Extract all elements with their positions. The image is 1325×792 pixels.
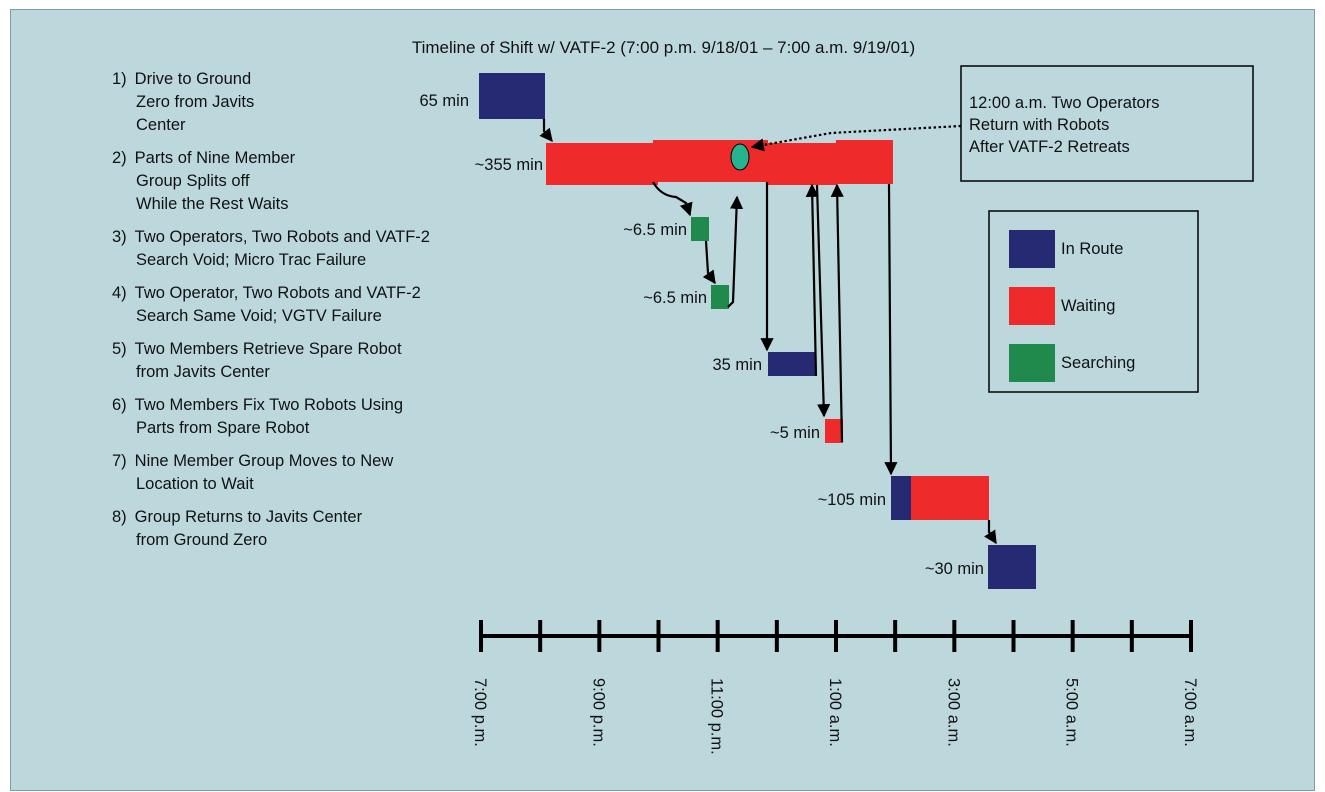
step-text-line: Drive to Ground — [134, 70, 252, 88]
legend-label-in-route: In Route — [1061, 240, 1123, 258]
bar-8-in-route — [988, 545, 1036, 589]
axis-tick-label: 3:00 a.m. — [944, 678, 962, 747]
step-text-line: Search Void; Micro Trac Failure — [136, 251, 367, 269]
duration-label: ~6.5 min — [623, 221, 687, 239]
bar-2-waiting-b — [653, 140, 768, 182]
flow-arrow — [830, 183, 844, 443]
step-text-line: Zero from Javits — [136, 93, 255, 111]
legend-label-searching: Searching — [1061, 354, 1135, 372]
return-marker-ellipse — [730, 143, 750, 171]
diagram-title: Timeline of Shift w/ VATF-2 (7:00 p.m. 9… — [411, 38, 916, 57]
step-text-line: Location to Wait — [136, 475, 254, 493]
step-text-line: Group Splits off — [136, 172, 250, 190]
step-text-line: Two Operators, Two Robots and VATF-2 — [134, 228, 430, 246]
step-number: 2) — [112, 149, 127, 167]
axis-tick-label: 7:00 a.m. — [1181, 678, 1199, 747]
bar-7-in-route — [891, 476, 911, 520]
duration-label: ~355 min — [475, 156, 543, 174]
duration-label: ~105 min — [818, 491, 886, 509]
bar-4-searching — [711, 285, 729, 309]
step-text-line: Parts of Nine Member — [134, 149, 296, 167]
flow-arrow — [815, 184, 831, 418]
legend-swatch-searching — [1009, 344, 1055, 382]
flow-arrow — [884, 183, 898, 476]
duration-label: ~6.5 min — [643, 289, 707, 307]
legend-swatch-in-route — [1009, 230, 1055, 268]
time-axis-ticks — [479, 620, 1193, 652]
step-text-line: Two Members Retrieve Spare Robot — [134, 340, 402, 358]
step-text-line: from Javits Center — [136, 363, 270, 381]
step-item: 5) Two Members Retrieve Spare Robot from J… — [112, 338, 472, 384]
flow-arrow — [984, 520, 997, 545]
callout-line: After VATF-2 Retreats — [969, 138, 1130, 156]
legend-box — [988, 210, 1199, 393]
time-axis-labels: 7:00 p.m. 9:00 p.m. 11:00 p.m. 1:00 a.m. 3:0… — [471, 678, 1199, 755]
legend-swatch-waiting — [1009, 287, 1055, 325]
bar-2-waiting — [546, 143, 658, 185]
step-text-line: While the Rest Waits — [136, 195, 289, 213]
axis-tick-label: 9:00 p.m. — [589, 678, 607, 747]
step-text-line: Nine Member Group Moves to New — [134, 452, 394, 470]
step-text-line: Group Returns to Javits Center — [134, 508, 363, 526]
axis-tick-label: 11:00 p.m. — [708, 678, 726, 755]
step-text-line: Center — [136, 116, 186, 134]
legend-label-waiting: Waiting — [1061, 297, 1115, 315]
flow-arrow — [652, 181, 693, 217]
step-item: 7) Nine Member Group Moves to New Location… — [112, 450, 472, 496]
step-number: 7) — [112, 452, 127, 470]
timeline-diagram: 65 min ~355 min ~6.5 min ~6.5 min 35 min… — [419, 65, 1254, 755]
step-number: 4) — [112, 284, 127, 302]
flow-arrow — [539, 119, 553, 143]
flow-arrow — [805, 183, 819, 377]
callout-box — [960, 65, 1254, 182]
step-number: 3) — [112, 228, 127, 246]
duration-label: ~5 min — [770, 424, 820, 442]
step-item: 1) Drive to Ground Zero from Javits Center — [112, 68, 472, 137]
bar-2-waiting-c — [766, 143, 837, 185]
step-text-line: Two Members Fix Two Robots Using — [134, 396, 404, 414]
duration-label: 35 min — [712, 356, 762, 374]
bar-1-in-route — [479, 73, 545, 119]
duration-label: 65 min — [419, 92, 469, 110]
step-number: 6) — [112, 396, 127, 414]
step-item: 6) Two Members Fix Two Robots Using Parts … — [112, 394, 472, 440]
callout-pointer — [750, 124, 962, 152]
step-item: 4) Two Operator, Two Robots and VATF-2 Sea… — [112, 282, 472, 328]
step-text-line: Two Operator, Two Robots and VATF-2 — [134, 284, 421, 302]
duration-label: ~30 min — [925, 560, 984, 578]
step-item: 8) Group Returns to Javits Center from Gro… — [112, 506, 472, 552]
step-number: 5) — [112, 340, 127, 358]
bar-6-waiting — [825, 419, 843, 443]
callout-line: Return with Robots — [969, 116, 1109, 134]
bar-5-in-route — [768, 352, 816, 376]
step-number: 1) — [112, 70, 127, 88]
step-text-line: Parts from Spare Robot — [136, 419, 310, 437]
flow-arrow — [702, 240, 716, 285]
flow-arrow — [727, 195, 744, 308]
bar-7-waiting — [911, 476, 989, 520]
axis-tick-label: 1:00 a.m. — [826, 678, 844, 747]
bar-2-waiting-d — [836, 140, 893, 184]
axis-tick-label: 7:00 p.m. — [471, 678, 489, 747]
callout-line: 12:00 a.m. Two Operators — [969, 94, 1159, 112]
step-number: 8) — [112, 508, 127, 526]
step-item: 3) Two Operators, Two Robots and VATF-2 Se… — [112, 226, 472, 272]
step-item: 2) Parts of Nine Member Group Splits off Wh… — [112, 147, 472, 216]
diagram-page: Timeline of Shift w/ VATF-2 (7:00 p.m. 9… — [10, 9, 1315, 791]
bar-3-searching — [691, 217, 709, 241]
step-text-line: from Ground Zero — [136, 531, 268, 549]
steps-list: 1) Drive to Ground Zero from Javits Center 2… — [112, 68, 472, 562]
step-text-line: Search Same Void; VGTV Failure — [136, 307, 382, 325]
axis-tick-label: 5:00 a.m. — [1063, 678, 1081, 747]
